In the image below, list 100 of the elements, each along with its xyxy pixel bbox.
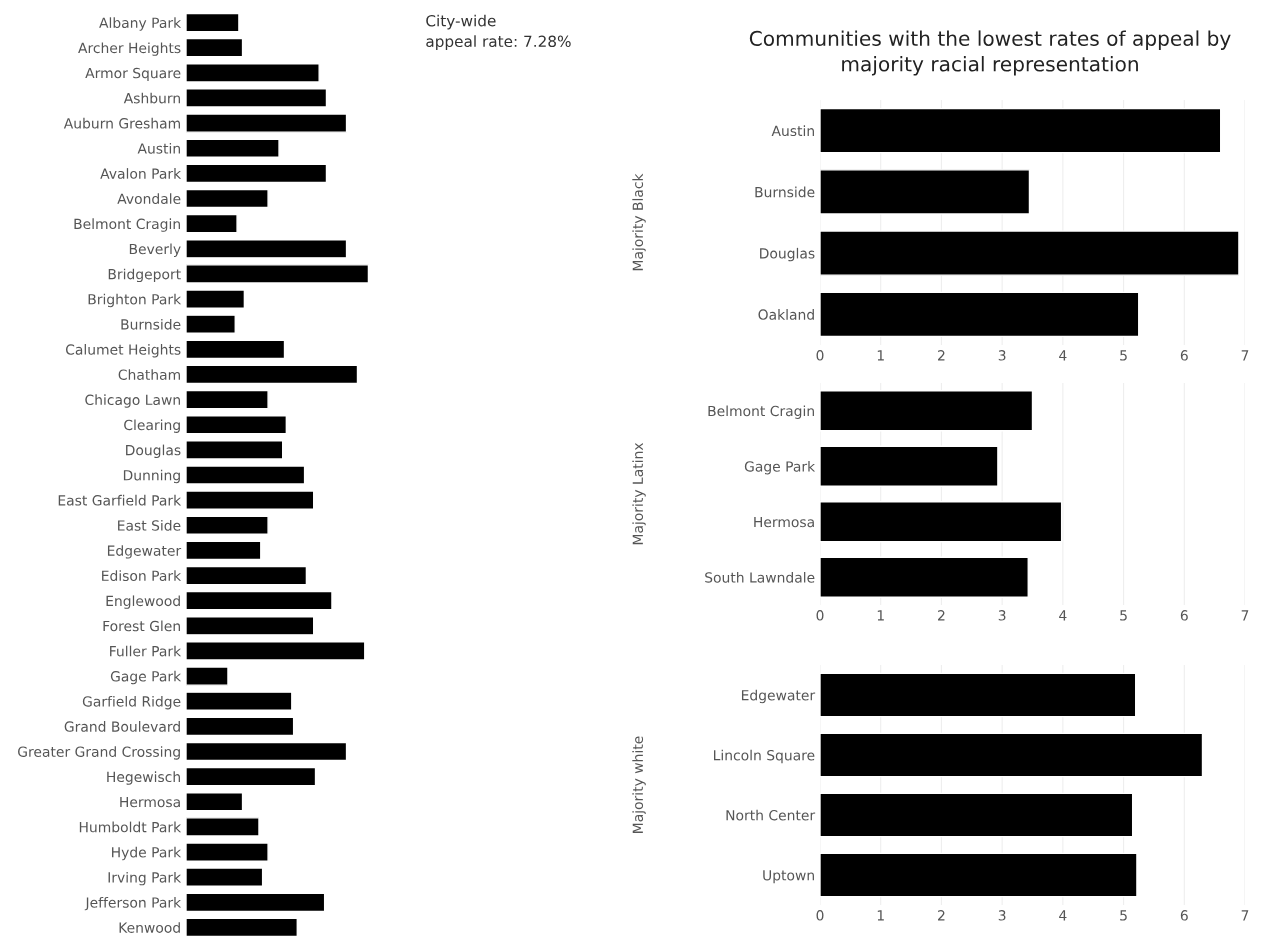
y-tick-label: Armor Square (85, 67, 181, 81)
bar (186, 490, 315, 510)
bar (186, 817, 260, 837)
y-tick-label: Douglas (126, 444, 181, 459)
y-tick-label: Avondale (117, 193, 181, 204)
y-tick-label: Ashburn (123, 92, 180, 104)
x-tick-label: 4 (1059, 610, 1067, 621)
bar (186, 163, 328, 184)
bar (820, 852, 1138, 898)
x-tick-label: 5 (1120, 910, 1127, 921)
y-tick-label: Fuller Park (110, 645, 182, 657)
bar (186, 264, 370, 284)
y-tick-label: Greater Grand Crossing (18, 746, 180, 760)
y-tick-label: Beverly (129, 243, 181, 257)
y-tick-label: Grand Boulevard (64, 721, 180, 732)
bar (186, 666, 229, 686)
bar (820, 390, 1034, 432)
bar (186, 389, 269, 410)
y-tick-label: Brighton Park (88, 293, 182, 308)
x-tick-label: 2 (938, 350, 945, 361)
y-tick-label: East Garfield Park (58, 494, 182, 506)
y-tick-label: Edison Park (102, 570, 182, 582)
bar (186, 213, 238, 234)
bar (186, 88, 328, 108)
bar (186, 239, 348, 259)
y-tick-label: Hegewisch (107, 771, 180, 785)
bar (186, 440, 284, 460)
y-tick-label: Oakland (758, 309, 814, 320)
y-tick-label: Forest Glen (103, 620, 180, 632)
y-tick-label: Lincoln Square (714, 749, 815, 764)
bar (820, 556, 1029, 598)
x-tick-label: 6 (1180, 610, 1188, 621)
x-tick-label: 0 (816, 910, 824, 921)
x-tick-label: 1 (877, 910, 884, 921)
y-tick-label: Hermosa (120, 796, 180, 808)
x-tick-label: 3 (998, 910, 1006, 921)
y-tick-label: Austin (137, 142, 180, 154)
y-tick-label: Chicago Lawn (85, 394, 180, 408)
bar (820, 291, 1140, 338)
y-axis-title: Majority white (632, 736, 646, 833)
x-tick-label: 7 (1241, 350, 1249, 361)
x-tick-label: 4 (1059, 350, 1067, 361)
bar (186, 892, 326, 913)
x-tick-label: 6 (1180, 350, 1188, 361)
bar (186, 917, 298, 938)
y-tick-label: Dunning (123, 469, 180, 484)
y-tick-label: Jefferson Park (84, 897, 182, 911)
bar (186, 37, 244, 58)
bar (186, 364, 359, 385)
bar (186, 113, 348, 133)
y-axis-title: Majority Latinx (632, 442, 646, 545)
y-tick-label: Burnside (121, 318, 181, 330)
x-tick-label: 2 (938, 910, 945, 921)
bar (820, 672, 1137, 718)
y-tick-label: Gage Park (744, 460, 816, 475)
y-tick-label: Garfield Ridge (82, 695, 181, 710)
bar (186, 792, 244, 812)
y-tick-label: Hyde Park (112, 846, 182, 861)
y-tick-label: East Side (118, 519, 181, 531)
bar (820, 732, 1204, 778)
y-tick-label: Burnside (755, 186, 815, 198)
y-tick-label: Belmont Cragin (74, 218, 180, 232)
bar (820, 107, 1222, 154)
y-tick-label: Edgewater (741, 689, 816, 704)
x-tick-label: 5 (1120, 350, 1127, 361)
bar (186, 12, 240, 33)
bar (186, 716, 295, 737)
y-tick-label: Avalon Park (100, 168, 182, 179)
x-tick-label: 4 (1059, 910, 1067, 921)
x-tick-label: 0 (816, 610, 824, 621)
bar (186, 515, 269, 536)
y-tick-label: Clearing (124, 419, 180, 433)
bar (186, 590, 333, 611)
y-tick-label: Albany Park (99, 17, 182, 31)
bar (186, 188, 269, 209)
chart-title: Communities with the lowest rates of appeal by majority racial representation (749, 30, 1231, 76)
bar (186, 339, 286, 360)
x-tick-label: 7 (1241, 910, 1249, 921)
y-tick-label: Belmont Cragin (708, 405, 814, 419)
bar (186, 465, 306, 485)
bar (186, 741, 348, 762)
y-tick-label: Edgewater (107, 545, 182, 559)
x-tick-label: 2 (938, 610, 945, 621)
x-tick-label: 7 (1241, 610, 1249, 621)
text: City-wide appeal rate: 7.28% (426, 14, 571, 51)
y-tick-label: Hermosa (754, 516, 814, 528)
y-axis-title: Majority Black (632, 173, 646, 271)
bar (186, 766, 317, 787)
y-tick-label: Douglas (760, 247, 815, 262)
y-tick-label: North Center (726, 809, 816, 821)
y-tick-label: Calumet Heights (65, 344, 181, 358)
y-tick-label: Chatham (118, 369, 180, 380)
y-tick-label: Bridgeport (108, 268, 181, 283)
bar (186, 641, 366, 661)
bar (186, 540, 262, 561)
y-tick-label: Archer Heights (78, 42, 181, 56)
y-tick-label: Irving Park (108, 871, 182, 886)
x-tick-label: 1 (877, 350, 884, 361)
y-tick-label: Uptown (763, 870, 814, 884)
x-tick-label: 3 (998, 350, 1006, 361)
